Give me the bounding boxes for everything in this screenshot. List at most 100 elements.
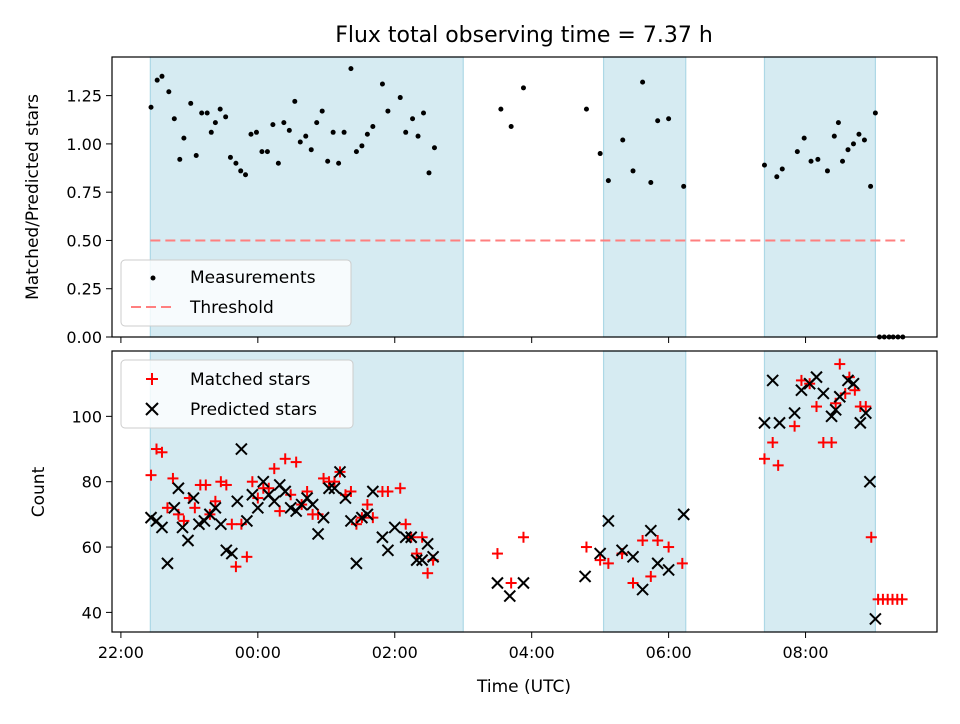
matched-star-point xyxy=(361,499,373,511)
predicted-star-point xyxy=(172,482,185,495)
predicted-star-point xyxy=(491,576,504,590)
measurement-point xyxy=(359,143,365,149)
matched-star-point xyxy=(627,577,639,589)
measurement-point xyxy=(583,106,589,112)
measurement-point xyxy=(835,120,841,126)
y-tick-label: 60 xyxy=(82,538,102,557)
measurement-point xyxy=(824,168,830,174)
matched-star-point xyxy=(834,358,846,370)
matched-star-point xyxy=(178,515,190,527)
measurement-point xyxy=(779,166,785,172)
matched-star-point xyxy=(860,401,872,413)
measurement-point xyxy=(655,118,661,124)
measurement-point xyxy=(281,120,287,126)
matched-star-point xyxy=(839,387,851,399)
measurement-point xyxy=(171,116,177,122)
measurement-point xyxy=(520,85,526,91)
bottom-y-axis-label: Count xyxy=(29,466,49,517)
matched-star-point xyxy=(301,486,313,497)
measurement-point xyxy=(303,133,309,139)
measurement-point xyxy=(297,139,303,145)
predicted-star-point xyxy=(235,442,248,456)
predicted-star-point xyxy=(810,370,823,384)
predicted-star-point xyxy=(766,374,779,387)
bottom-legend: Matched stars Predicted stars xyxy=(120,359,354,429)
predicted-star-point xyxy=(399,531,412,544)
predicted-star-point xyxy=(593,547,607,560)
chart-title: Flux total observing time = 7.37 h xyxy=(335,23,713,48)
y-tick-label: 80 xyxy=(82,473,102,492)
matched-star-point xyxy=(896,593,908,605)
predicted-star-point xyxy=(328,482,341,495)
predicted-star-point xyxy=(240,514,254,528)
matched-star-point xyxy=(145,469,157,481)
measurement-point xyxy=(794,149,800,155)
observing-band-2 xyxy=(763,56,876,338)
measurement-point xyxy=(275,160,281,166)
predicted-star-point xyxy=(662,563,675,577)
bottom-legend-box xyxy=(120,359,354,429)
predicted-star-point xyxy=(421,537,434,550)
y-tick-label: 100 xyxy=(71,407,102,426)
measurement-point xyxy=(348,66,354,72)
bottom-plot-frame xyxy=(111,350,938,633)
predicted-star-points xyxy=(144,370,882,626)
predicted-star-point xyxy=(333,465,347,479)
predicted-star-point xyxy=(644,524,658,537)
predicted-star-point xyxy=(869,612,882,626)
matched-star-point xyxy=(416,531,428,543)
predicted-star-point xyxy=(578,570,592,583)
measurement-point xyxy=(385,108,391,114)
x-tick-label: 08:00 xyxy=(782,643,828,662)
predicted-star-point xyxy=(758,416,771,430)
matched-star-point xyxy=(209,495,221,507)
predicted-star-point xyxy=(181,534,195,547)
y-tick-label: 0.75 xyxy=(66,183,102,202)
measurement-point xyxy=(370,124,376,130)
matched-star-point xyxy=(200,479,212,491)
measurement-point xyxy=(815,156,821,162)
measurement-point xyxy=(336,160,342,166)
measurement-point xyxy=(166,89,172,95)
y-tick-label: 0.00 xyxy=(66,328,102,347)
measurement-point xyxy=(410,116,416,122)
measurement-point xyxy=(238,168,244,174)
predicted-star-point xyxy=(257,475,270,488)
measurement-point xyxy=(253,129,259,135)
measurement-point xyxy=(421,110,427,116)
matched-star-point xyxy=(252,492,264,504)
measurement-point xyxy=(286,127,292,133)
measurement-point xyxy=(353,149,359,155)
top-legend: Measurements Threshold xyxy=(120,259,352,327)
matched-star-points xyxy=(145,358,908,605)
predicted-star-point xyxy=(344,514,358,528)
bottom-y-ticks: 40 60 80 100 xyxy=(71,407,112,622)
y-tick-label: 0.50 xyxy=(66,231,102,250)
predicted-star-point xyxy=(829,403,842,417)
measurement-point xyxy=(508,124,514,130)
predicted-star-point xyxy=(615,544,629,557)
predicted-star-point xyxy=(168,501,181,515)
measurement-point xyxy=(204,110,210,116)
x-tick-label: 00:00 xyxy=(235,643,281,662)
predicted-star-point xyxy=(788,406,801,420)
predicted-star-point xyxy=(187,491,200,505)
matched-star-point xyxy=(491,548,503,560)
predicted-star-point xyxy=(651,557,664,570)
measurement-point xyxy=(181,135,187,141)
measurement-point xyxy=(208,129,214,135)
predicted-star-point xyxy=(209,501,222,515)
top-x-ticks xyxy=(120,337,807,343)
matched-star-point xyxy=(167,472,179,484)
measurement-point xyxy=(319,108,325,114)
predicted-star-point xyxy=(361,508,374,521)
measurement-point xyxy=(640,79,646,85)
measurement-point xyxy=(223,114,229,120)
measurement-point xyxy=(648,180,654,186)
matched-star-point xyxy=(367,512,379,524)
x-tick-label: 04:00 xyxy=(509,643,555,662)
matched-star-point xyxy=(865,531,877,543)
measurement-point xyxy=(426,170,432,176)
predicted-star-point xyxy=(773,416,786,430)
